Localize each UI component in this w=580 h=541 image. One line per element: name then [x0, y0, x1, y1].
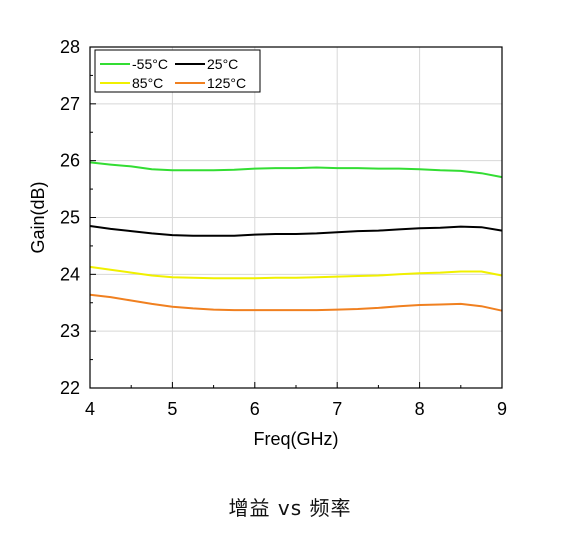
y-tick-label: 27 — [60, 94, 80, 114]
legend-box — [94, 49, 261, 93]
plot-frame — [89, 46, 503, 389]
legend-label: 125°C — [207, 75, 246, 91]
x-axis-label: Freq(GHz) — [254, 429, 339, 449]
x-tick-label: 9 — [497, 399, 507, 419]
x-tick-label: 8 — [415, 399, 425, 419]
series-line — [89, 161, 503, 179]
series-line — [89, 225, 503, 237]
legend-label: 85°C — [132, 75, 163, 91]
y-tick-label: 22 — [60, 378, 80, 398]
y-axis-label: Gain(dB) — [28, 181, 48, 253]
series-line — [89, 265, 503, 280]
legend-label: -55°C — [132, 56, 168, 72]
y-tick-label: 25 — [60, 208, 80, 228]
gain-vs-frequency-chart: 4 5 6 7 8 9 22 23 24 25 26 27 28 Freq(GHz) Gain(dB) -55… — [28, 37, 507, 449]
x-tick-label: 5 — [167, 399, 177, 419]
y-tick-label: 23 — [60, 321, 80, 341]
y-tick-label: 24 — [60, 264, 80, 284]
y-tick-label: 26 — [60, 151, 80, 171]
chart-caption: 增益 vs 频率 — [228, 496, 352, 520]
legend-label: 25°C — [207, 56, 238, 72]
x-tick-label: 4 — [85, 399, 95, 419]
series-line — [89, 293, 503, 312]
x-tick-label: 7 — [332, 399, 342, 419]
x-tick-label: 6 — [250, 399, 260, 419]
y-tick-label: 28 — [60, 37, 80, 57]
